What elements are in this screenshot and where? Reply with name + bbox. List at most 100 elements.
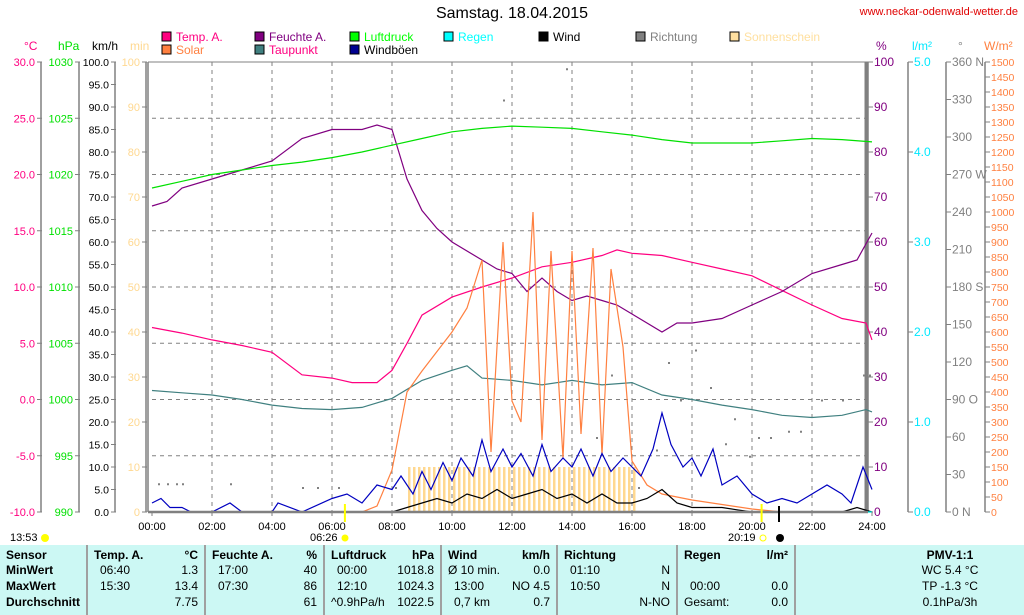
legend-swatch-8 [254, 44, 265, 55]
bar-sonnenschein [578, 467, 581, 512]
durchschnitt-label: Durchschnitt [6, 595, 81, 609]
axis-tick-label: 20 [128, 417, 140, 429]
press-min-time: 00:00 [337, 563, 368, 577]
bar-sonnenschein [493, 467, 496, 512]
axis-tick-label: 950 [991, 222, 1009, 234]
dir-min-time: 01:10 [570, 563, 601, 577]
axis-tick-label: 750 [991, 282, 1009, 294]
axis-unit-label: ° [958, 39, 963, 53]
axis-tick-label: 150 [952, 318, 972, 332]
axis-tick-label: 30.0 [14, 57, 35, 69]
axis-tick-label: 1200 [991, 147, 1015, 159]
legend-label: Temp. A. [176, 30, 223, 44]
point-richtung [230, 483, 232, 486]
bar-sonnenschein [568, 467, 571, 512]
axis-unit-label: hPa [58, 39, 80, 53]
bar-sonnenschein [458, 467, 461, 512]
axis-tick-label: 90 [128, 102, 140, 114]
point-richtung [788, 430, 790, 433]
hum-min-time: 17:00 [218, 563, 249, 577]
axis-tick-label: 1005 [49, 338, 73, 350]
hum-min: 40 [303, 563, 317, 577]
bar-sonnenschein [543, 467, 546, 512]
axis-unit-label: km/h [92, 39, 118, 53]
axis-tick-label: 5.0 [20, 338, 35, 350]
dir-max-time: 10:50 [570, 579, 601, 593]
bar-sonnenschein [583, 467, 586, 512]
dir-max: N [661, 579, 670, 593]
sunrise-time: 06:26 [310, 532, 338, 544]
axis-tick-label: 25.0 [89, 395, 110, 407]
bar-sonnenschein [428, 467, 431, 512]
legend-swatch-4 [538, 31, 549, 42]
legend-swatch-1 [254, 31, 265, 42]
axis-tick-label: 995 [55, 451, 73, 463]
axis-tick-label: 2.0 [914, 325, 931, 339]
line-taupunkt [151, 365, 873, 419]
axis-tick-label: 270 W [952, 168, 987, 182]
bar-sonnenschein [598, 467, 601, 512]
axis-tick-label: 700 [991, 297, 1009, 309]
bar-sonnenschein [443, 467, 446, 512]
press-max-time: 12:10 [337, 579, 368, 593]
chart-title: Samstag. 18.04.2015 [435, 5, 589, 22]
dir-avg: N-NO [639, 595, 670, 609]
hum-avg: 61 [303, 595, 317, 609]
bar-sonnenschein [453, 467, 456, 512]
temp-min: 1.3 [181, 563, 198, 577]
moonset-time: 13:53 [10, 532, 38, 544]
bar-sonnenschein [423, 467, 426, 512]
axis-tick-label: 80.0 [89, 147, 110, 159]
x-tick-label: 16:00 [618, 521, 646, 533]
axis-tick-label: 990 [55, 507, 73, 519]
col-pmv: PMV-1:1 WC 5.4 °C TP -1.3 °C 0.1hPa/3h [796, 545, 1024, 615]
bar-sonnenschein [448, 467, 451, 512]
wind-avg: 0.7 [533, 595, 550, 609]
bar-sonnenschein [463, 467, 466, 512]
axis-tick-label: 60 [874, 235, 888, 249]
rain-unit: l/m² [766, 548, 788, 562]
dir-header: Richtung [564, 548, 616, 562]
point-richtung [800, 430, 802, 433]
bar-sonnenschein [558, 467, 561, 512]
axis-tick-label: 330 [952, 93, 972, 107]
bar-sonnenschein [498, 467, 501, 512]
bar-sonnenschein [613, 467, 616, 512]
line-solar [152, 211, 872, 513]
wind-header: Wind [448, 548, 478, 562]
axis-tick-label: 1020 [49, 170, 73, 182]
axis-tick-label: 15.0 [14, 226, 35, 238]
legend-swatch-3 [443, 31, 454, 42]
legend-swatch-7 [161, 44, 172, 55]
point-richtung [710, 387, 712, 389]
x-tick-label: 10:00 [438, 521, 466, 533]
axis-tick-label: 55.0 [89, 260, 110, 272]
axis-tick-label: 1025 [49, 113, 73, 125]
axis-tick-label: 100 [122, 57, 140, 69]
axis-tick-label: 900 [991, 237, 1009, 249]
axis-tick-label: 210 [952, 243, 972, 257]
x-tick-label: 02:00 [198, 521, 226, 533]
bar-sonnenschein [563, 467, 566, 512]
axis-tick-label: 30 [952, 468, 966, 482]
axis-tick-label: 60.0 [89, 237, 110, 249]
site-link[interactable]: www.neckar-odenwald-wetter.de [859, 6, 1018, 18]
axis-tick-label: 350 [991, 402, 1009, 414]
legend-label: Solar [176, 43, 204, 57]
axis-tick-label: 10.0 [89, 462, 110, 474]
axis-unit-label: °C [24, 39, 38, 53]
point-richtung [869, 374, 871, 377]
axis-tick-label: 30 [128, 372, 140, 384]
bar-sonnenschein [483, 467, 486, 512]
axis-tick-label: 100 [874, 55, 894, 69]
sunset-icon [759, 534, 767, 542]
hum-unit: % [306, 548, 317, 562]
col-direction: Richtung 01:10 N 10:50 N N-NO [558, 545, 678, 615]
point-richtung [638, 487, 640, 489]
stats-table: Sensor MinWert MaxWert Durchschnitt Temp… [0, 545, 1024, 615]
bar-sonnenschein [478, 467, 481, 512]
bar-sonnenschein [518, 467, 521, 512]
axis-tick-label: 100 [991, 477, 1009, 489]
x-tick-label: 18:00 [678, 521, 706, 533]
axis-tick-label: 850 [991, 252, 1009, 264]
